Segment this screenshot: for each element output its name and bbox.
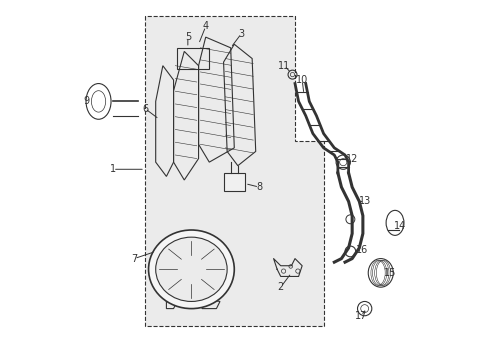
Text: 7: 7 [131,253,137,264]
FancyBboxPatch shape [223,173,245,191]
Text: 11: 11 [278,61,291,71]
Text: 13: 13 [359,197,371,206]
Text: 3: 3 [238,28,245,39]
Text: 1: 1 [110,164,116,174]
Text: 15: 15 [384,268,396,278]
Text: 16: 16 [356,245,368,255]
Text: 4: 4 [203,21,209,31]
Text: 5: 5 [185,32,191,42]
Text: 10: 10 [296,75,308,85]
Polygon shape [145,16,323,327]
Text: 12: 12 [346,154,358,163]
Text: 14: 14 [394,221,407,231]
Text: 2: 2 [278,282,284,292]
Text: 6: 6 [142,104,148,113]
Text: 17: 17 [355,311,368,321]
Text: 9: 9 [83,96,89,107]
Text: 8: 8 [256,182,262,192]
Ellipse shape [156,237,227,301]
Ellipse shape [148,230,234,309]
